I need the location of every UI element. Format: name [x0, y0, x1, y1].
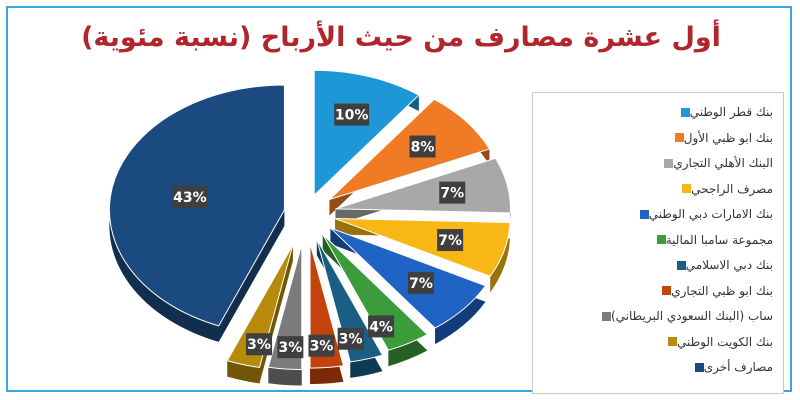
legend-swatch — [602, 311, 611, 321]
pie-slice-4 — [334, 217, 511, 277]
legend-label: مصارف أخرى — [703, 360, 773, 374]
pie-slice-side — [227, 244, 293, 384]
legend-swatch — [694, 362, 704, 372]
legend-label: مجموعة سامبا المالية — [665, 232, 773, 247]
data-label-box — [437, 229, 464, 252]
legend-label: بنك ابو ظبي الأول — [683, 130, 773, 145]
legend-label: البنك الأهلي التجاري — [673, 156, 773, 170]
legend-swatch — [662, 286, 672, 295]
data-label: 3% — [278, 340, 302, 356]
data-label: 3% — [247, 337, 271, 353]
data-label: 7% — [438, 233, 462, 249]
legend-swatch — [639, 209, 649, 219]
legend-label: بنك قطر الوطني — [689, 105, 773, 119]
data-label: 43% — [173, 190, 207, 206]
legend-item: بنك ابو ظبي الأول — [667, 129, 773, 147]
legend-swatch — [667, 337, 677, 346]
data-label-box — [246, 333, 273, 356]
data-label-box — [409, 135, 436, 158]
pie-slice-6 — [322, 233, 429, 351]
data-label: 7% — [440, 186, 464, 202]
chart-frame: أول عشرة مصارف من حيث الأرباح (نسبة مئوي… — [6, 6, 792, 394]
data-label: 3% — [339, 332, 363, 348]
legend-swatch — [676, 260, 686, 270]
data-label: 3% — [310, 339, 334, 355]
pie-chart: 10% 8% 7% 7% 7% 4% 3% 3% 3% 3% 43% — [108, 69, 511, 386]
data-label: 10% — [335, 108, 369, 124]
legend-swatch — [682, 184, 692, 193]
data-label-box — [308, 334, 335, 357]
legend-swatch — [674, 133, 684, 142]
legend-label: بنك دبي الاسلامي — [685, 258, 773, 272]
data-label: 4% — [369, 319, 393, 335]
legend-label: مصرف الراجحي — [691, 181, 773, 196]
pie-slice-side — [268, 244, 302, 386]
pie-slice-5 — [330, 227, 487, 329]
data-label-box — [334, 103, 370, 126]
data-label-box — [407, 272, 434, 295]
legend-item: البنك الأهلي التجاري — [656, 154, 773, 172]
legend-item: مصارف أخرى — [687, 358, 773, 376]
data-label-box — [172, 185, 208, 208]
legend-item: بنك دبي الاسلامي — [669, 256, 773, 274]
pie-slice-7 — [316, 238, 384, 363]
data-label: 8% — [411, 140, 435, 156]
legend-item: بنك الكويت الوطني — [660, 333, 773, 351]
data-label-box — [368, 315, 395, 338]
legend-swatch — [680, 107, 690, 117]
data-label-box — [277, 336, 304, 359]
legend-label: بنك الامارات دبي الوطني — [648, 207, 773, 221]
pie-slice-10 — [226, 244, 294, 369]
legend-label: ساب (البنك السعودي البريطاني) — [611, 309, 773, 323]
legend-swatch — [656, 235, 666, 244]
pie-slice-3 — [335, 157, 511, 214]
legend-item: بنك قطر الوطني — [673, 103, 773, 121]
data-label-box — [439, 181, 466, 204]
legend-label: بنك ابو ظبي التجاري — [671, 283, 773, 298]
pie-slice-1 — [313, 69, 420, 197]
legend-item: مصرف الراجحي — [674, 180, 773, 198]
data-label-box — [337, 327, 364, 350]
legend-item: بنك ابو ظبي التجاري — [654, 282, 773, 300]
legend-label: بنك الكويت الوطني — [676, 334, 773, 349]
chart-title: أول عشرة مصارف من حيث الأرباح (نسبة مئوي… — [81, 22, 721, 53]
data-label: 7% — [409, 276, 433, 292]
pie-slice-2 — [329, 98, 491, 201]
legend-item: ساب (البنك السعودي البريطاني) — [594, 307, 773, 325]
legend-item: مجموعة سامبا المالية — [649, 231, 773, 249]
legend-item: بنك الامارات دبي الوطني — [632, 205, 773, 223]
legend-swatch — [664, 158, 674, 168]
chart-legend: بنك قطر الوطني بنك ابو ظبي الأول البنك الأ… — [532, 92, 784, 394]
